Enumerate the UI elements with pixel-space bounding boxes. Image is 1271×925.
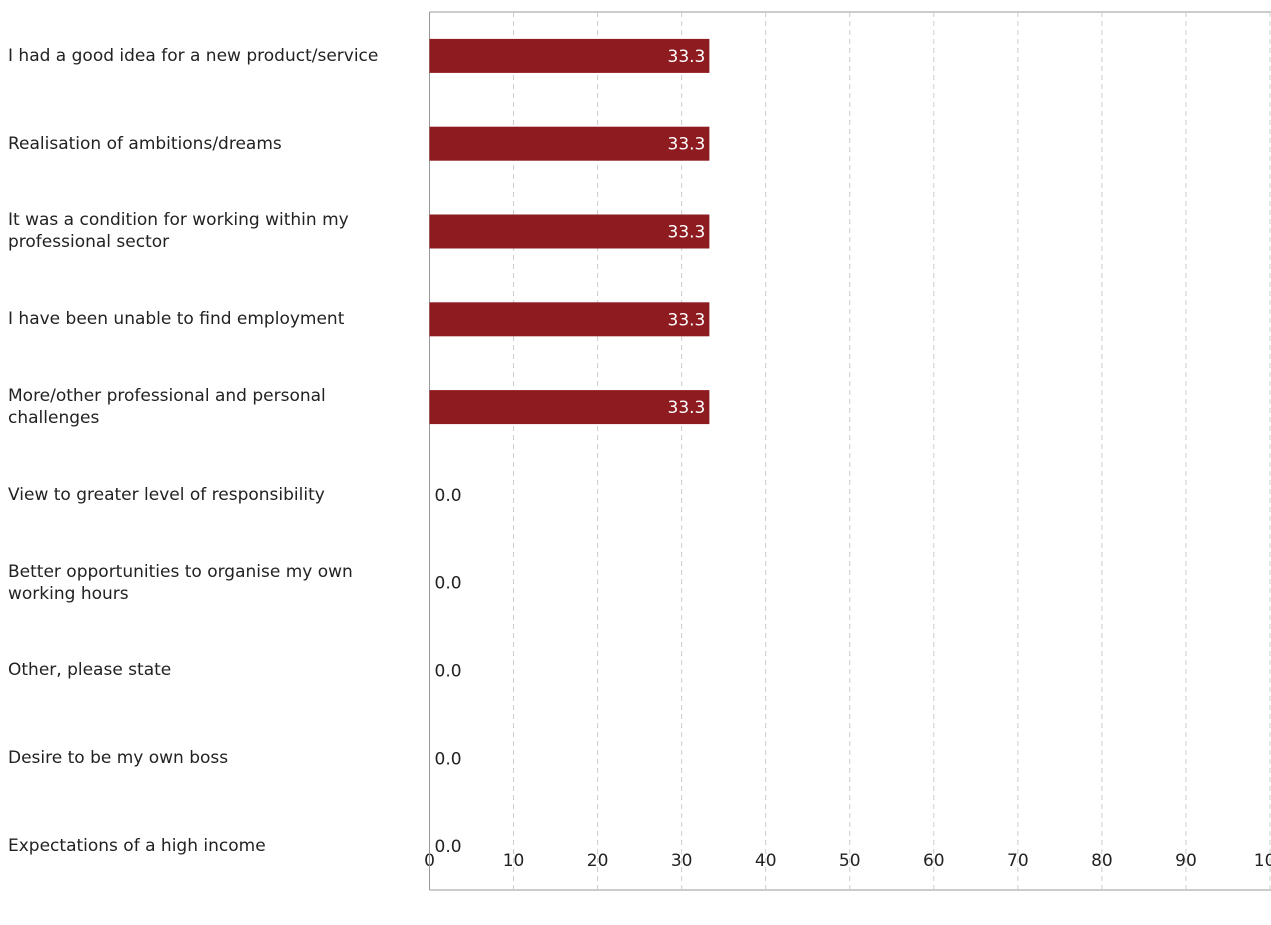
category-label: Realisation of ambitions/dreams	[8, 133, 282, 154]
category-label: Other, please state	[8, 660, 172, 681]
category-label: Desire to be my own boss	[8, 748, 229, 769]
bar	[429, 38, 710, 73]
category-label: Expectations of a high income	[8, 836, 266, 857]
value-label: 0.0	[435, 837, 462, 857]
category-label: I had a good idea for a new product/serv…	[8, 45, 379, 66]
bar	[429, 214, 710, 249]
value-label: 33.3	[668, 398, 706, 418]
value-label: 33.3	[668, 135, 706, 155]
category-label: More/other professional and personal cha…	[8, 386, 326, 429]
bar	[429, 302, 710, 337]
category-label: It was a condition for working within my…	[8, 210, 349, 253]
category-label: I have been unable to find employment	[8, 309, 345, 330]
value-label: 0.0	[435, 486, 462, 506]
value-label: 0.0	[435, 749, 462, 769]
category-label: Better opportunities to organise my own …	[8, 561, 353, 604]
bar	[429, 126, 710, 161]
value-label: 0.0	[435, 574, 462, 594]
x-tick-label: 100	[1254, 851, 1271, 871]
category-label: View to greater level of responsibility	[8, 484, 325, 505]
value-label: 33.3	[668, 47, 706, 67]
value-label: 33.3	[668, 310, 706, 330]
value-label: 33.3	[668, 223, 706, 243]
value-label: 0.0	[435, 662, 462, 682]
bar	[429, 390, 710, 425]
